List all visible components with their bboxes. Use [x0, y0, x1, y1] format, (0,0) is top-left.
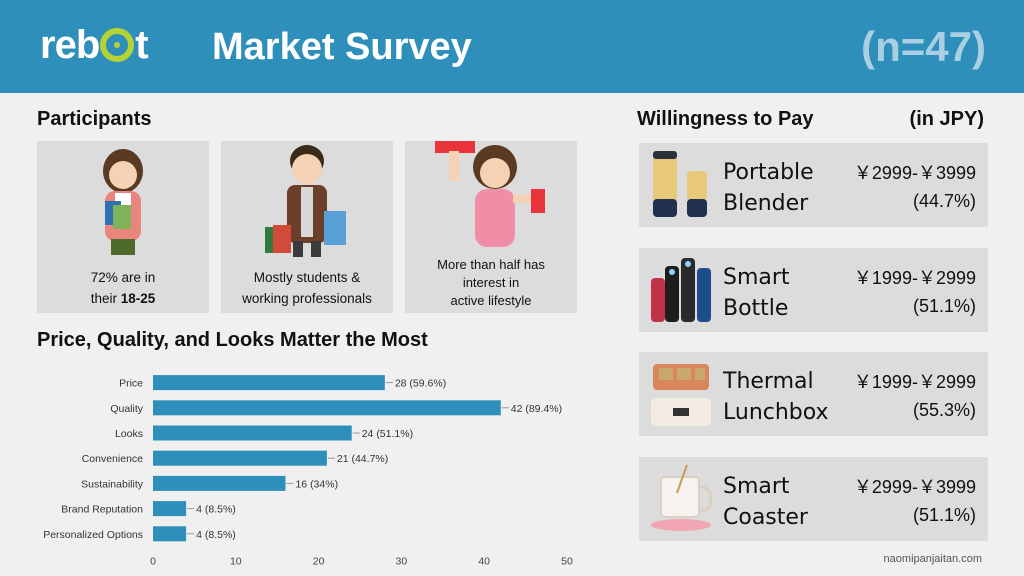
data-label: 16 (34%) [295, 478, 338, 490]
data-label: 21 (44.7%) [337, 453, 388, 465]
thermal-lunchbox-icon [651, 364, 711, 426]
smart-bottle-icon [651, 258, 711, 322]
participant-card-occupation: Mostly students & working professionals [221, 141, 393, 313]
participant-card-lifestyle: More than half has interest in active li… [405, 141, 577, 313]
wtp-title: Willingness to Pay [637, 108, 814, 130]
caption-line: working professionals [242, 291, 372, 306]
caption-line: More than half has [437, 257, 545, 272]
product-name-line: Lunchbox [723, 400, 829, 425]
factors-bar-chart: Price 28 (59.6%) Quality 42 (89.4%) Looks 24 … [43, 375, 573, 567]
participant-caption-lifestyle: More than half has interest in active li… [405, 256, 577, 310]
wtp-unit: (in JPY) [909, 108, 984, 130]
category-label: Sustainability [81, 478, 144, 490]
price-range: ￥2999-￥3999 [853, 163, 976, 183]
product-name: Smart Bottle [723, 262, 833, 324]
header-banner: reb t Market Survey (n=47) [0, 0, 1024, 93]
product-name-line: Bottle [723, 296, 789, 321]
category-label: Quality [110, 403, 143, 415]
x-tick-label: 50 [561, 555, 573, 567]
price-percent: (55.3%) [912, 400, 976, 420]
smart-coaster-icon [651, 464, 713, 531]
logo-text-start: re [40, 23, 77, 67]
price-percent: (51.1%) [912, 505, 976, 525]
participant-card-age: 72% are in their 18-25 [37, 141, 209, 313]
category-label: Looks [115, 428, 143, 440]
exercise-dumbbell-icon [435, 141, 545, 247]
wtp-card-coaster: Smart Coaster ￥2999-￥3999 (51.1%) [639, 457, 988, 541]
logo-text-end: t [135, 23, 148, 67]
bar [153, 501, 187, 517]
portable-blender-icon [653, 151, 707, 217]
logo-text-b: b [75, 23, 100, 67]
caption-text: their [90, 291, 121, 306]
product-name-line: Smart [723, 474, 790, 499]
data-label: 28 (59.6%) [395, 378, 446, 390]
sample-size: (n=47) [861, 23, 986, 70]
product-name-line: Portable [723, 160, 814, 185]
bar [153, 475, 286, 491]
logo-o-icon [100, 28, 135, 62]
factors-title: Price, Quality, and Looks Matter the Mos… [37, 329, 428, 351]
bar [153, 375, 385, 391]
wtp-card-blender: Portable Blender ￥2999-￥3999 (44.7%) [639, 143, 988, 227]
caption-line: interest in [462, 275, 520, 290]
product-name-line: Thermal [723, 369, 814, 394]
category-label: Brand Reputation [61, 504, 143, 516]
category-label: Convenience [82, 453, 143, 465]
product-name-line: Smart [723, 265, 790, 290]
participant-caption-age: 72% are in their 18-25 [37, 267, 209, 309]
bar [153, 450, 327, 466]
product-name: Thermal Lunchbox [723, 366, 833, 428]
data-label: 24 (51.1%) [362, 428, 413, 440]
x-tick-label: 0 [150, 555, 156, 567]
participant-caption-occupation: Mostly students & working professionals [221, 267, 393, 309]
caption-line: active lifestyle [450, 293, 532, 308]
footer-credit: naomipanjaitan.com [883, 553, 982, 565]
x-tick-label: 10 [230, 555, 242, 567]
data-label: 4 (8.5%) [196, 529, 236, 541]
product-name-line: Blender [723, 191, 809, 216]
rebot-logo: reb t [40, 22, 149, 68]
price-percent: (44.7%) [912, 191, 976, 211]
data-label: 4 (8.5%) [196, 504, 236, 516]
price-percent: (51.1%) [912, 296, 976, 316]
category-label: Price [119, 378, 143, 390]
product-name: Smart Coaster [723, 471, 833, 533]
caption-line: Mostly students & [253, 270, 361, 285]
participants-title: Participants [37, 108, 152, 130]
page-title: Market Survey [212, 26, 472, 68]
price-range: ￥1999-￥2999 [853, 268, 976, 288]
wtp-card-lunchbox: Thermal Lunchbox ￥1999-￥2999 (55.3%) [639, 352, 988, 436]
x-tick-label: 40 [478, 555, 490, 567]
product-name-line: Coaster [723, 505, 808, 530]
data-label: 42 (89.4%) [511, 403, 562, 415]
price-range: ￥2999-￥3999 [853, 477, 976, 497]
caption-line: 72% are in [90, 270, 156, 285]
bar [153, 400, 501, 416]
working-professional-icon [265, 145, 346, 257]
x-tick-label: 20 [313, 555, 325, 567]
caption-emphasis: 18-25 [120, 291, 156, 306]
student-girl-icon [103, 149, 143, 255]
bar [153, 425, 352, 441]
wtp-card-bottle: Smart Bottle ￥1999-￥2999 (51.1%) [639, 248, 988, 332]
price-range: ￥1999-￥2999 [853, 372, 976, 392]
bar [153, 526, 187, 542]
product-name: Portable Blender [723, 157, 833, 219]
x-tick-label: 30 [396, 555, 408, 567]
caption-line: their 18-25 [37, 288, 209, 309]
category-label: Personalized Options [43, 529, 143, 541]
